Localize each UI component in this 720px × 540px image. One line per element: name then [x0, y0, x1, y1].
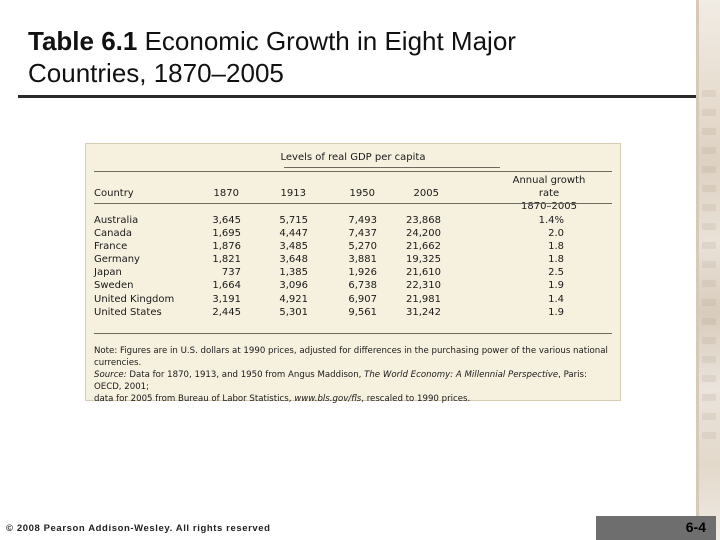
cell-1950: 6,907	[348, 293, 377, 305]
cell-1950: 5,270	[348, 241, 377, 253]
source-label: Source:	[94, 370, 127, 380]
table-row: United States 2,445 5,301 9,561 31,242 1.9	[86, 306, 620, 319]
cell-growth: 1.9	[548, 280, 564, 292]
table-bottom-rule	[94, 333, 612, 334]
cell-1913: 3,648	[279, 254, 308, 266]
table-row: United Kingdom 3,191 4,921 6,907 21,981 1.4	[86, 293, 620, 306]
cell-1870: 1,876	[212, 241, 241, 253]
slide-title: Table 6.1 Economic Growth in Eight Major…	[28, 25, 668, 89]
cell-country: Japan	[94, 267, 122, 279]
table-row: Canada 1,695 4,447 7,437 24,200 2.0	[86, 227, 620, 240]
source-book: The World Economy: A Millennial Perspect…	[364, 370, 559, 380]
source-text1: Data for 1870, 1913, and 1950 from Angus…	[126, 370, 365, 380]
table-body: Australia 3,645 5,715 7,493 23,868 1.4% Canada…	[86, 214, 620, 319]
title-text-line2: Countries, 1870–2005	[28, 58, 284, 88]
cell-2005: 21,981	[406, 293, 441, 305]
growth-header-line2: 1870–2005	[521, 201, 577, 212]
cell-country: Australia	[94, 215, 139, 226]
cell-2005: 21,662	[406, 241, 441, 253]
cell-1950: 7,493	[348, 215, 377, 226]
source-line2-a: data for 2005 from Bureau of Labor Stati…	[94, 394, 295, 404]
cell-1870: 1,664	[212, 280, 241, 292]
table-row: Australia 3,645 5,715 7,493 23,868 1.4%	[86, 214, 620, 227]
page-number-box: 6-4	[596, 516, 716, 540]
cell-2005: 31,242	[406, 306, 441, 318]
cell-1950: 6,738	[348, 280, 377, 292]
cell-2005: 22,310	[406, 280, 441, 292]
cell-1950: 9,561	[348, 306, 377, 318]
cell-2005: 24,200	[406, 228, 441, 240]
cell-1870: 737	[221, 267, 241, 279]
note-line1: Note: Figures are in U.S. dollars at 199…	[94, 346, 608, 356]
col-header-growth: Annual growth rate 1870–2005	[502, 174, 596, 213]
cell-1950: 3,881	[348, 254, 377, 266]
group-header: Levels of real GDP per capita	[280, 152, 426, 163]
cell-1950: 7,437	[348, 228, 377, 240]
cell-1913: 4,447	[279, 228, 308, 240]
cell-growth: 1.4	[548, 293, 564, 305]
cell-country: United Kingdom	[94, 293, 175, 305]
header-bottom-rule	[94, 203, 612, 204]
cell-country: United States	[94, 306, 162, 318]
cell-growth: 1.8	[548, 241, 564, 253]
cell-1913: 5,301	[279, 306, 308, 318]
table-row: Sweden 1,664 3,096 6,738 22,310 1.9	[86, 279, 620, 292]
cell-country: Canada	[94, 228, 133, 240]
cell-1913: 3,485	[279, 241, 308, 253]
col-header-1913: 1913	[280, 188, 306, 199]
gdp-table: Levels of real GDP per capita Country 18…	[85, 143, 621, 404]
page-number: 6-4	[685, 519, 706, 535]
col-header-1950: 1950	[349, 188, 375, 199]
source-text2: , Paris: OECD, 2001;	[94, 370, 587, 392]
cell-1870: 3,645	[212, 215, 241, 226]
title-divider	[18, 95, 696, 98]
col-header-country: Country	[94, 188, 134, 199]
table-row: Japan 737 1,385 1,926 21,610 2.5	[86, 266, 620, 279]
cell-growth: 2.5	[548, 267, 564, 279]
cell-growth: 1.8	[548, 254, 564, 266]
title-text: Economic Growth in Eight Major	[137, 26, 516, 56]
cell-1870: 1,821	[212, 254, 241, 266]
col-header-2005: 2005	[413, 188, 439, 199]
copyright-footer: © 2008 Pearson Addison-Wesley. All right…	[6, 523, 271, 534]
col-header-1870: 1870	[213, 188, 239, 199]
cell-1913: 4,921	[279, 293, 308, 305]
cell-growth: 2.0	[548, 228, 564, 240]
cell-1870: 1,695	[212, 228, 241, 240]
cell-2005: 21,610	[406, 267, 441, 279]
cell-1913: 5,715	[279, 215, 308, 226]
cell-country: Germany	[94, 254, 140, 266]
cell-1950: 1,926	[348, 267, 377, 279]
title-table-number: Table 6.1	[28, 26, 138, 56]
note-line2: currencies.	[94, 358, 142, 368]
cell-1913: 3,096	[279, 280, 308, 292]
source-url: www.bls.gov/fls	[294, 394, 362, 404]
decorative-edge-strip	[696, 0, 720, 540]
growth-header-line1: Annual growth rate	[512, 175, 586, 199]
cell-1870: 2,445	[212, 306, 241, 318]
cell-country: Sweden	[94, 280, 134, 292]
cell-growth: 1.4%	[538, 215, 564, 226]
table-row: Germany 1,821 3,648 3,881 19,325 1.8	[86, 253, 620, 266]
source-line2-b: , rescaled to 1990 prices.	[361, 394, 471, 404]
cell-2005: 19,325	[406, 254, 441, 266]
table-row: France 1,876 3,485 5,270 21,662 1.8	[86, 240, 620, 253]
cell-1870: 3,191	[212, 293, 241, 305]
cell-country: France	[94, 241, 128, 253]
group-header-rule	[284, 167, 500, 168]
cell-growth: 1.9	[548, 306, 564, 318]
table-top-rule	[94, 171, 612, 172]
table-notes: Note: Figures are in U.S. dollars at 199…	[94, 345, 614, 405]
cell-1913: 1,385	[279, 267, 308, 279]
cell-2005: 23,868	[406, 215, 441, 226]
